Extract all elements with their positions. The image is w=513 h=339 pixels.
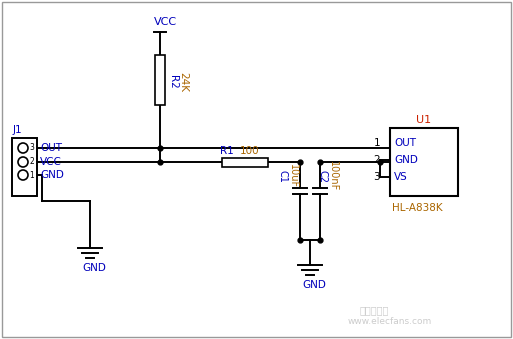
Text: 24K: 24K — [178, 72, 188, 92]
Text: C1: C1 — [278, 170, 288, 183]
Text: GND: GND — [394, 155, 418, 165]
Bar — [390, 128, 458, 196]
Text: J1: J1 — [13, 125, 23, 135]
Text: OUT: OUT — [40, 143, 62, 153]
Text: 电子发烧友: 电子发烧友 — [360, 305, 389, 315]
Text: 2: 2 — [29, 158, 34, 166]
Text: GND: GND — [302, 280, 326, 290]
Text: VCC: VCC — [40, 157, 62, 167]
Text: C2: C2 — [318, 170, 328, 183]
Text: 100nF: 100nF — [328, 161, 338, 192]
Circle shape — [18, 170, 28, 180]
Text: 2: 2 — [373, 155, 380, 165]
Text: R1: R1 — [220, 146, 234, 156]
Bar — [155, 55, 165, 105]
Text: OUT: OUT — [394, 138, 416, 148]
Text: 3: 3 — [29, 143, 34, 153]
Bar — [222, 158, 268, 166]
Circle shape — [18, 143, 28, 153]
Text: HL-A838K: HL-A838K — [392, 203, 443, 213]
Text: 3: 3 — [373, 172, 380, 182]
Circle shape — [18, 157, 28, 167]
Text: 1: 1 — [373, 138, 380, 148]
Text: GND: GND — [40, 170, 64, 180]
Text: VCC: VCC — [154, 17, 177, 27]
Text: 1: 1 — [29, 171, 34, 179]
Text: 10uF: 10uF — [288, 164, 298, 188]
Text: GND: GND — [82, 263, 106, 273]
Text: 100: 100 — [240, 146, 260, 156]
Text: R2: R2 — [168, 75, 178, 89]
Text: U1: U1 — [417, 115, 431, 125]
Text: VS: VS — [394, 172, 408, 182]
Text: www.elecfans.com: www.elecfans.com — [348, 318, 432, 326]
Bar — [12, 138, 37, 196]
